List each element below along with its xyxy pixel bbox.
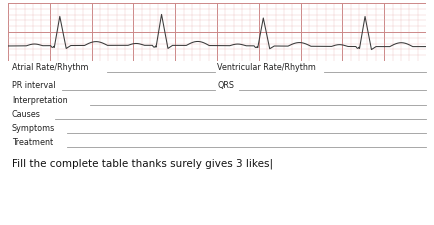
Text: Symptoms: Symptoms xyxy=(12,124,55,132)
Text: PR interval: PR interval xyxy=(12,81,56,90)
Text: Causes: Causes xyxy=(12,110,41,119)
Text: Ventricular Rate/Rhythm: Ventricular Rate/Rhythm xyxy=(217,63,316,72)
Text: Treatment: Treatment xyxy=(12,137,53,146)
Text: Fill the complete table thanks surely gives 3 likes|: Fill the complete table thanks surely gi… xyxy=(12,158,273,168)
Text: QRS: QRS xyxy=(217,81,234,90)
Text: Atrial Rate/Rhythm: Atrial Rate/Rhythm xyxy=(12,63,89,72)
Text: Interpretation: Interpretation xyxy=(12,96,68,105)
